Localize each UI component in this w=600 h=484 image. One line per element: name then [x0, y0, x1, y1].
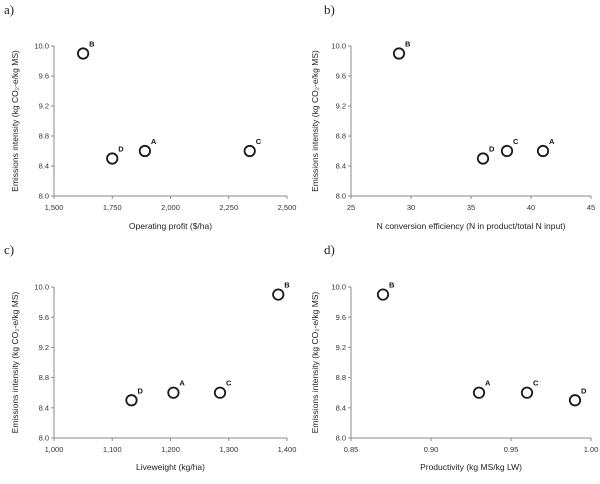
data-point-a [536, 144, 550, 158]
data-point-label-c: C [256, 137, 262, 146]
data-point-label-c: C [513, 137, 519, 146]
x-tick-label: 45 [587, 203, 595, 212]
data-point-b [392, 47, 406, 60]
data-point-label-d: D [581, 386, 587, 395]
data-point-label-a: A [549, 137, 555, 146]
x-tick-label: 40 [527, 203, 535, 212]
data-point-c [243, 144, 256, 158]
y-tick-label: 8.8 [39, 132, 49, 141]
data-point-label-a: A [179, 379, 185, 388]
scatter-panel-2: b) 8.0 8.4 8.8 9.2 9.6 10.0 25 30 35 40 45 N convers… [310, 2, 595, 231]
x-tick-label: 25 [347, 203, 355, 212]
y-tick-label: 9.2 [336, 102, 346, 111]
data-point-label-c: C [226, 379, 232, 388]
y-tick-label: 8.4 [39, 403, 49, 412]
y-axis-title: Emissions intensity (kg CO₂-e/kg MS) [310, 50, 320, 192]
y-tick-label: 9.2 [39, 102, 49, 111]
y-tick-label: 10.0 [34, 283, 49, 292]
scatter-panel-3: c) 8.0 8.4 8.8 9.2 9.6 10.0 1,000 1,100 1,200 1,30… [4, 242, 296, 472]
scatter-panel-1: a) 8.0 8.4 8.8 9.2 9.6 10.0 1,500 1,750 2,000 2,25… [4, 2, 296, 231]
x-tick-label: 1,200 [161, 445, 180, 454]
data-point-c [520, 386, 534, 399]
panel-label: b) [324, 2, 335, 17]
y-tick-label: 9.6 [39, 313, 49, 322]
data-point-a [167, 386, 180, 399]
y-tick-label: 9.6 [39, 72, 49, 81]
y-tick-label: 8.8 [39, 373, 49, 382]
x-axis-title: Productivity (kg MS/kg LW) [420, 462, 522, 472]
y-tick-label: 8.4 [39, 162, 49, 171]
y-tick-label: 9.2 [39, 343, 49, 352]
y-tick-label: 9.6 [336, 313, 346, 322]
y-axis-title: Emissions intensity (kg CO₂-e/kg MS) [10, 291, 20, 433]
y-tick-label: 9.2 [336, 343, 346, 352]
data-point-label-a: A [151, 137, 157, 146]
x-tick-label: 1,100 [103, 445, 122, 454]
data-point-c [213, 386, 227, 399]
data-point-label-d: D [489, 145, 495, 154]
data-point-d [106, 152, 119, 165]
y-tick-label: 8.4 [336, 403, 346, 412]
panel-label: a) [4, 2, 14, 17]
x-tick-label: 0.95 [504, 445, 519, 454]
x-tick-label: 2,250 [219, 203, 238, 212]
data-point-b [376, 288, 390, 301]
x-tick-label: 1,300 [219, 445, 238, 454]
data-point-a [138, 144, 151, 158]
data-point-label-a: A [485, 379, 491, 388]
y-tick-label: 10.0 [331, 283, 346, 292]
y-tick-label: 8.8 [336, 373, 346, 382]
data-point-b [272, 288, 285, 301]
x-tick-label: 1,000 [45, 445, 64, 454]
data-point-label-b: B [405, 40, 411, 49]
x-tick-label: 1.00 [584, 445, 599, 454]
panel-label: c) [4, 242, 14, 257]
x-tick-label: 30 [407, 203, 415, 212]
y-tick-label: 8.0 [39, 192, 49, 201]
y-tick-label: 8.0 [336, 192, 346, 201]
y-tick-label: 8.8 [336, 132, 346, 141]
data-point-label-b: B [389, 281, 395, 290]
y-tick-label: 10.0 [331, 42, 346, 51]
data-point-d [568, 394, 582, 407]
data-point-label-d: D [118, 145, 124, 154]
x-axis-title: N conversion efficiency (N in product/to… [377, 221, 566, 231]
data-point-label-b: B [284, 281, 290, 290]
y-axis-title: Emissions intensity (kg CO₂-e/kg MS) [310, 291, 320, 433]
y-tick-label: 9.6 [336, 72, 346, 81]
y-tick-label: 8.4 [336, 162, 346, 171]
data-point-label-b: B [89, 40, 95, 49]
data-point-d [125, 394, 138, 407]
scatter-panel-4: d) 8.0 8.4 8.8 9.2 9.6 10.0 0.85 0.90 0.95 1.00 Pro… [310, 242, 598, 472]
data-point-a [472, 386, 486, 399]
x-tick-label: 2,000 [161, 203, 180, 212]
x-tick-label: 1,750 [103, 203, 122, 212]
panel-label: d) [324, 242, 335, 257]
x-tick-label: 0.85 [344, 445, 359, 454]
x-axis-title: Liveweight (kg/ha) [136, 462, 205, 472]
y-tick-label: 8.0 [39, 434, 49, 443]
x-tick-label: 35 [467, 203, 475, 212]
y-axis-title: Emissions intensity (kg CO₂-e/kg MS) [10, 50, 20, 192]
y-tick-label: 10.0 [34, 42, 49, 51]
x-tick-label: 2,500 [278, 203, 297, 212]
data-point-c [500, 144, 514, 158]
x-tick-label: 1,400 [278, 445, 297, 454]
data-point-b [77, 47, 90, 60]
y-tick-label: 8.0 [336, 434, 346, 443]
data-point-label-c: C [533, 379, 539, 388]
data-point-d [476, 152, 490, 165]
data-point-label-d: D [137, 386, 143, 395]
x-tick-label: 1,500 [45, 203, 64, 212]
x-tick-label: 0.90 [424, 445, 439, 454]
x-axis-title: Operating profit ($/ha) [129, 221, 212, 231]
